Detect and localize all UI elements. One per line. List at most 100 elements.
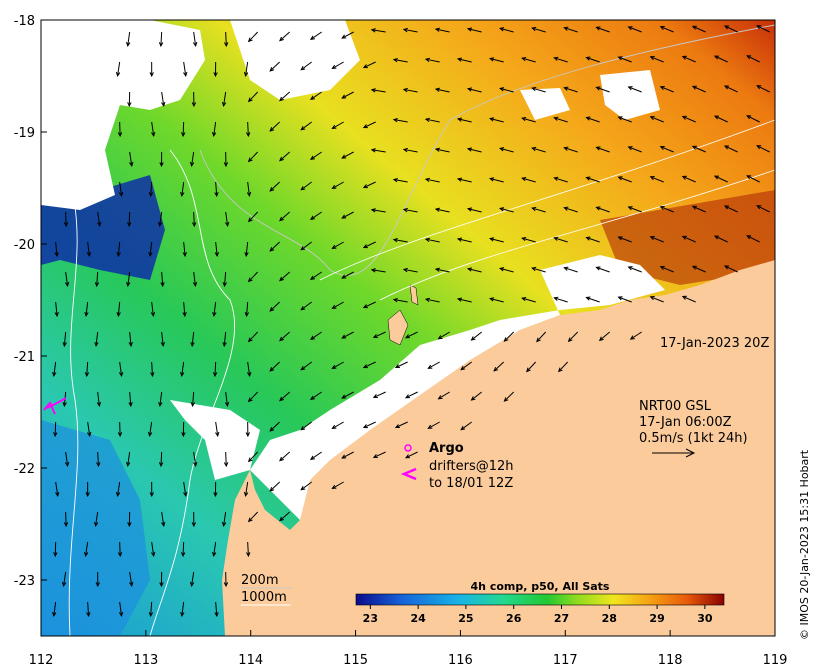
lat-tick-label: -23 xyxy=(14,574,35,589)
current-vector xyxy=(245,241,249,256)
current-vector-head xyxy=(370,268,376,273)
current-vector xyxy=(55,301,58,316)
current-vector-head xyxy=(617,116,623,121)
current-vector-head xyxy=(64,461,70,468)
current-vector-head xyxy=(279,456,284,462)
current-vector-head xyxy=(713,175,719,180)
current-vector-head xyxy=(437,335,443,340)
cloud-patch-sw xyxy=(170,400,260,480)
current-vector xyxy=(87,241,90,256)
current-vector xyxy=(150,181,153,197)
current-vector xyxy=(724,85,738,93)
current-vector-head xyxy=(392,237,398,243)
current-vector-head xyxy=(567,337,573,343)
current-vector-head xyxy=(157,221,163,227)
current-vector-head xyxy=(160,341,165,348)
lat-tick-label: -21 xyxy=(14,350,35,365)
current-vector-head xyxy=(595,266,601,271)
current-vector-head xyxy=(269,126,275,132)
current-vector-head xyxy=(128,402,133,408)
current-vector xyxy=(457,58,472,63)
current-vector xyxy=(371,269,386,273)
current-vector xyxy=(332,121,344,129)
current-vector-head xyxy=(243,71,249,77)
current-vector-head xyxy=(309,35,315,40)
current-vector-head xyxy=(595,26,601,31)
current-vector xyxy=(159,211,163,226)
current-vector xyxy=(460,361,472,371)
current-vector xyxy=(85,301,89,316)
current-vector xyxy=(269,301,281,312)
current-vector-head xyxy=(424,237,430,243)
cloud-area-nw xyxy=(41,20,205,210)
current-vector xyxy=(117,241,121,256)
current-vector-head xyxy=(247,277,253,283)
current-vector-head xyxy=(180,552,186,558)
current-vector-head xyxy=(300,245,306,251)
current-vector-head xyxy=(341,94,347,99)
current-vector-head xyxy=(402,147,408,153)
current-vector-head xyxy=(456,117,463,122)
current-vector-head xyxy=(372,454,378,459)
current-vector-head xyxy=(394,424,400,429)
current-vector xyxy=(682,236,696,243)
current-vector-head xyxy=(269,306,275,312)
current-vector xyxy=(182,121,185,137)
current-vector xyxy=(55,241,58,256)
current-vector xyxy=(650,56,664,63)
current-vector xyxy=(628,206,642,213)
island-small xyxy=(409,284,419,306)
credit-label: © IMOS 20-Jan-2023 15:31 Hobart xyxy=(798,449,811,640)
island xyxy=(387,309,409,346)
current-vector-head xyxy=(341,334,347,339)
current-vector-head xyxy=(370,88,376,93)
current-vector-head xyxy=(424,57,430,63)
current-vector-head xyxy=(190,341,195,348)
current-vector-head xyxy=(723,205,730,210)
current-vector-head xyxy=(151,131,156,137)
current-vector-head xyxy=(213,492,218,498)
colorbar-title: 4h comp, p50, All Sats xyxy=(471,580,610,593)
current-vector xyxy=(245,61,249,76)
current-vector xyxy=(300,121,312,131)
current-vector-head xyxy=(183,491,188,497)
current-vector xyxy=(341,31,354,39)
colorbar xyxy=(355,593,725,606)
current-vector xyxy=(457,118,472,123)
current-vector-head xyxy=(402,267,408,273)
current-vector-head xyxy=(424,297,430,303)
current-vector xyxy=(225,391,228,406)
current-vector xyxy=(247,181,250,196)
current-vector-head xyxy=(723,85,730,90)
current-vector xyxy=(489,298,504,303)
current-vector-head xyxy=(456,57,463,62)
current-vector xyxy=(746,55,760,63)
current-vector xyxy=(269,481,281,492)
current-vector-head xyxy=(247,217,253,223)
current-vector-head xyxy=(247,157,253,163)
current-vector-head xyxy=(247,37,253,43)
current-vector-head xyxy=(499,267,505,272)
current-vector xyxy=(279,211,290,221)
current-vector xyxy=(213,301,217,316)
current-vector-head xyxy=(147,431,153,437)
current-vector xyxy=(724,205,738,213)
current-vector-head xyxy=(331,64,337,69)
current-vector xyxy=(435,148,450,153)
current-vector xyxy=(310,151,322,160)
current-vector xyxy=(467,208,482,213)
current-vector xyxy=(193,31,197,46)
current-vector-head xyxy=(117,432,123,438)
current-vector-head xyxy=(362,124,368,129)
current-vector xyxy=(127,31,131,46)
current-vector-head xyxy=(681,295,687,300)
lon-tick-label: 115 xyxy=(343,653,368,668)
current-vector xyxy=(425,238,440,243)
current-vector-head xyxy=(247,371,252,377)
current-vector-head xyxy=(192,41,198,47)
current-vector-head xyxy=(126,461,131,468)
current-vector xyxy=(393,239,408,243)
colorbar-tick-label: 28 xyxy=(602,612,617,625)
current-vector xyxy=(183,481,187,496)
current-vector xyxy=(628,26,642,33)
